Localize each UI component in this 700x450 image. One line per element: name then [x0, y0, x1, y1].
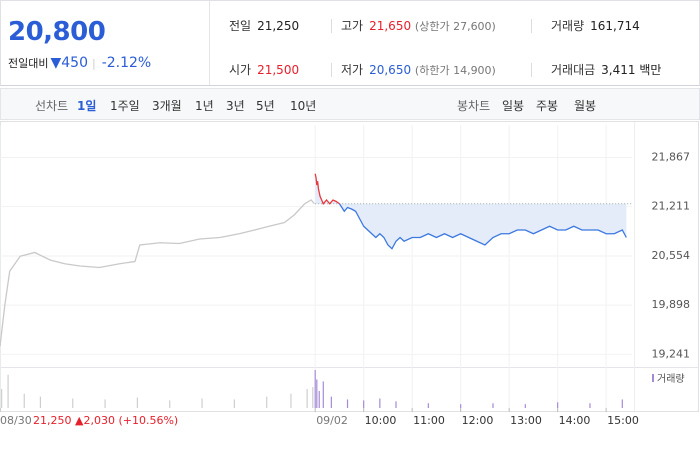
prev-close-note: 21,250 ▲2,030 (+10.56%): [33, 414, 178, 427]
tab[interactable]: 5년: [256, 99, 275, 113]
volume-bar: [169, 400, 171, 408]
info-value: 21,250: [257, 19, 300, 33]
price-panel: 20,800 전일대비 ▼450 | -2.12%: [1, 1, 210, 85]
tab[interactable]: 일봉: [502, 99, 525, 113]
info-note: (상한가 27,600): [414, 20, 496, 33]
info-label: 저가: [341, 63, 364, 77]
volume-bar: [266, 396, 268, 408]
tab[interactable]: 1일: [77, 99, 97, 113]
period-tabs: 선차트 1일 1주일 3개월 1년 3년 5년 10년 봉차트 일봉 주봉 월봉: [0, 88, 700, 120]
volume-bar: [379, 398, 381, 408]
info-prev: 전일 21,250: [229, 17, 299, 34]
tab[interactable]: 1년: [195, 99, 214, 113]
x-tick-label: 12:00: [462, 414, 494, 427]
volume-bar: [39, 396, 42, 408]
area-fill: [315, 173, 627, 249]
info-value: 20,650: [369, 63, 412, 77]
quote-header: 20,800 전일대비 ▼450 | -2.12% 전일 21,250 고가 21,650…: [0, 0, 700, 86]
price-line: [338, 203, 627, 250]
info-low: 저가 20,650 (하한가 14,900): [341, 61, 496, 78]
volume-bar: [460, 404, 462, 408]
tab[interactable]: 주봉: [536, 99, 559, 113]
x-tick-label: 10:00: [365, 414, 397, 427]
volume-bar: [306, 389, 308, 408]
info-value: 21,500: [257, 63, 300, 77]
tab: 봉차트: [457, 99, 491, 113]
plot-frame: [0, 121, 699, 412]
volume-legend: 거래량: [657, 373, 685, 385]
x-tick-label: 15:00: [607, 414, 639, 427]
volume-bar: [104, 399, 106, 408]
info-label: 거래대금: [551, 63, 596, 77]
info-label: 거래량: [551, 19, 585, 33]
info-volume: 거래량 161,714: [551, 17, 640, 34]
volume-bar: [7, 374, 9, 408]
volume-bar: [621, 399, 623, 408]
volume-bar: [316, 379, 318, 408]
volume-bar: [136, 397, 138, 408]
note-part: (+10.56%): [118, 414, 178, 427]
info-open: 시가 21,500: [229, 61, 299, 78]
info-value: 21,650: [369, 19, 412, 33]
tab[interactable]: 10년: [290, 99, 317, 113]
y-tick-label: 21,867: [652, 150, 691, 163]
info-value: 3,411 백만: [601, 63, 662, 77]
info-label: 고가: [341, 19, 364, 33]
note-part: 21,250: [33, 414, 72, 427]
volume-bar: [395, 401, 397, 408]
change-row: 전일대비 ▼450 | -2.12%: [8, 55, 152, 71]
volume-bar: [363, 400, 365, 408]
x-tick-label: 09/02: [316, 414, 348, 427]
change-amount: ▼450: [50, 55, 88, 71]
volume-bar: [524, 404, 526, 408]
volume-bar: [427, 403, 429, 408]
volume-bar: [346, 399, 349, 408]
tab[interactable]: 월봉: [574, 99, 597, 113]
info-note: (하한가 14,900): [414, 64, 496, 77]
volume-bar: [1, 389, 3, 408]
y-tick-label: 21,211: [652, 200, 691, 213]
tab: 선차트: [35, 99, 69, 113]
x-tick-label: 14:00: [559, 414, 591, 427]
volume-bar: [492, 403, 494, 408]
volume-bar: [72, 398, 74, 408]
volume-bar: [201, 398, 203, 408]
change-rate: -2.12%: [101, 55, 152, 71]
volume-bar: [330, 396, 332, 408]
volume-bar: [322, 381, 324, 408]
volume-bar: [290, 393, 292, 408]
change-label: 전일대비: [8, 57, 49, 70]
tab[interactable]: 1주일: [110, 99, 140, 113]
price-line: [0, 199, 315, 347]
current-price: 20,800: [8, 17, 106, 47]
volume-bar: [557, 402, 559, 408]
volume-legend-swatch: [652, 374, 654, 382]
y-tick-label: 20,554: [652, 249, 691, 262]
volume-bar: [312, 387, 314, 408]
info-amount: 거래대금 3,411 백만: [551, 61, 661, 78]
x-tick-label: 11:00: [413, 414, 445, 427]
y-tick-label: 19,241: [652, 347, 691, 360]
x-tick-label: 08/30: [0, 414, 32, 427]
info-high: 고가 21,650 (상한가 27,600): [341, 17, 496, 34]
volume-bar: [314, 370, 316, 408]
info-label: 시가: [229, 63, 252, 77]
tab[interactable]: 3년: [226, 99, 245, 113]
tab[interactable]: 3개월: [152, 99, 182, 113]
x-tick-label: 13:00: [510, 414, 542, 427]
volume-bar: [23, 393, 25, 408]
volume-bar: [589, 403, 591, 408]
note-part: ▲2,030: [75, 414, 115, 427]
y-tick-label: 19,898: [652, 298, 691, 311]
volume-bar: [318, 390, 320, 408]
info-label: 전일: [229, 19, 252, 33]
info-value: 161,714: [590, 19, 640, 33]
volume-bar: [233, 399, 235, 408]
price-line: [314, 173, 340, 205]
